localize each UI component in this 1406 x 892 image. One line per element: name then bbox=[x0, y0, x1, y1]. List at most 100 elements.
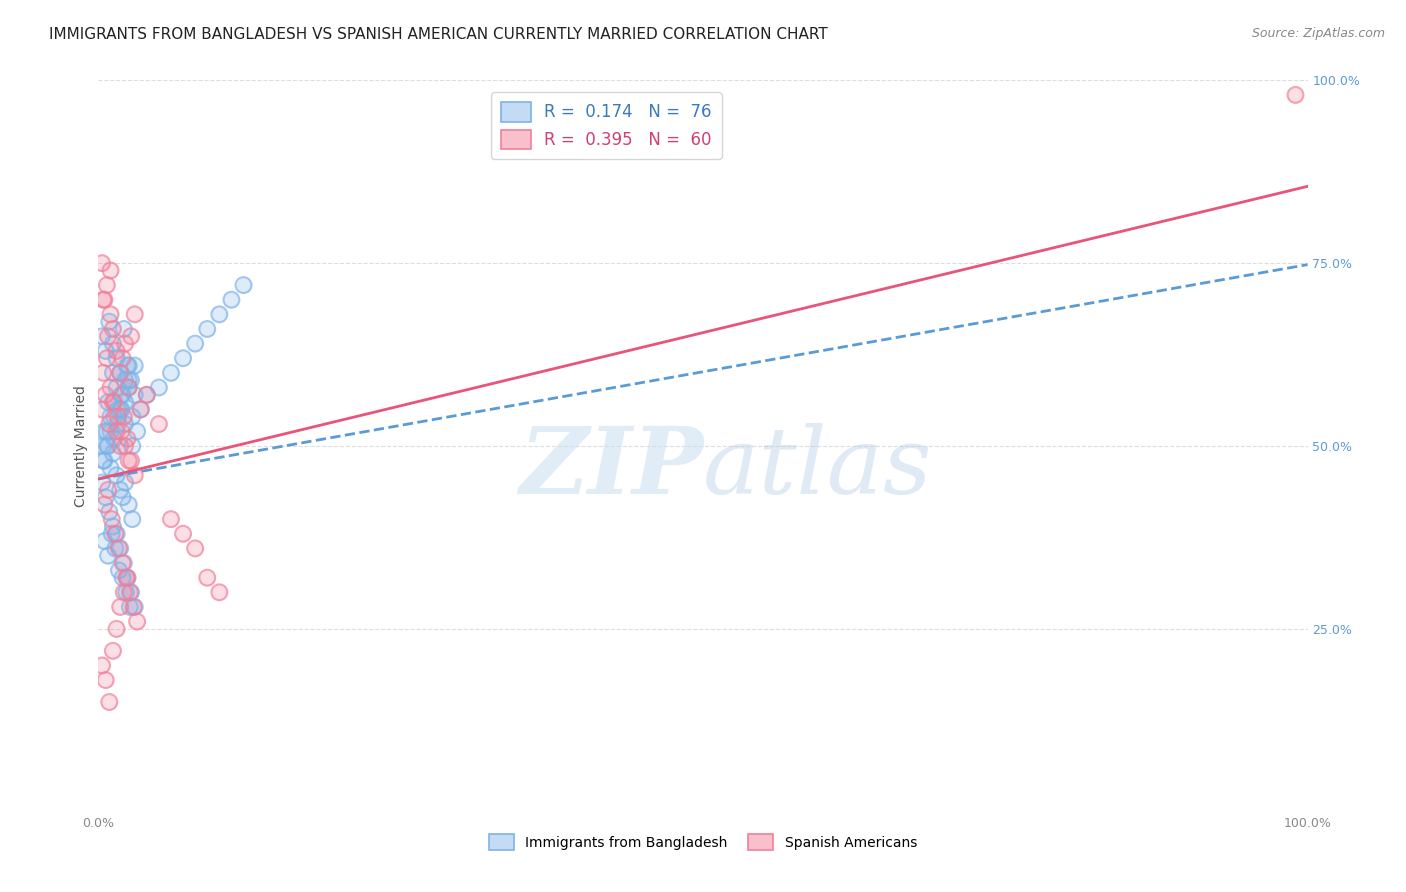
Point bbox=[118, 359, 141, 373]
Point bbox=[91, 439, 114, 453]
Point bbox=[100, 380, 122, 394]
Point bbox=[105, 622, 128, 636]
Point bbox=[105, 468, 128, 483]
Point bbox=[120, 329, 142, 343]
Point bbox=[148, 417, 170, 431]
Point bbox=[195, 571, 218, 585]
Point bbox=[94, 343, 117, 358]
Point bbox=[127, 615, 149, 629]
Point bbox=[121, 439, 143, 453]
Point bbox=[121, 512, 143, 526]
Point bbox=[118, 453, 141, 467]
Point bbox=[98, 417, 121, 431]
Point bbox=[104, 541, 127, 556]
Point bbox=[129, 402, 152, 417]
Text: Source: ZipAtlas.com: Source: ZipAtlas.com bbox=[1251, 27, 1385, 40]
Point bbox=[91, 439, 114, 453]
Point bbox=[93, 293, 115, 307]
Point bbox=[184, 541, 207, 556]
Point bbox=[100, 307, 122, 321]
Point bbox=[93, 534, 115, 549]
Point bbox=[108, 599, 131, 614]
Legend: Immigrants from Bangladesh, Spanish Americans: Immigrants from Bangladesh, Spanish Amer… bbox=[484, 829, 922, 856]
Point bbox=[93, 425, 115, 439]
Point bbox=[184, 336, 207, 351]
Point bbox=[118, 373, 141, 387]
Point bbox=[107, 402, 129, 417]
Point bbox=[1284, 87, 1306, 102]
Point bbox=[118, 453, 141, 467]
Point bbox=[96, 439, 118, 453]
Point bbox=[221, 293, 243, 307]
Point bbox=[127, 425, 149, 439]
Point bbox=[112, 322, 135, 336]
Point bbox=[105, 425, 128, 439]
Point bbox=[105, 351, 128, 366]
Point bbox=[115, 585, 138, 599]
Point bbox=[120, 585, 142, 599]
Point bbox=[120, 373, 142, 387]
Point bbox=[135, 388, 157, 402]
Text: ZIP: ZIP bbox=[519, 423, 703, 513]
Point bbox=[100, 263, 122, 277]
Text: atlas: atlas bbox=[703, 423, 932, 513]
Point bbox=[114, 373, 136, 387]
Point bbox=[160, 512, 183, 526]
Point bbox=[91, 256, 114, 270]
Point bbox=[101, 644, 124, 658]
Point bbox=[100, 512, 122, 526]
Point bbox=[103, 432, 125, 446]
Point bbox=[91, 475, 114, 490]
Point bbox=[118, 498, 141, 512]
Point bbox=[148, 417, 170, 431]
Point bbox=[112, 585, 135, 599]
Point bbox=[112, 585, 135, 599]
Point bbox=[96, 278, 118, 293]
Point bbox=[114, 336, 136, 351]
Point bbox=[112, 409, 135, 424]
Point bbox=[172, 351, 194, 366]
Point bbox=[100, 409, 122, 424]
Point bbox=[135, 388, 157, 402]
Point bbox=[94, 490, 117, 504]
Point bbox=[117, 432, 139, 446]
Point bbox=[100, 526, 122, 541]
Point bbox=[108, 366, 131, 380]
Point bbox=[108, 366, 131, 380]
Point bbox=[98, 315, 121, 329]
Point bbox=[96, 425, 118, 439]
Point bbox=[124, 599, 146, 614]
Point bbox=[121, 512, 143, 526]
Point bbox=[160, 366, 183, 380]
Point bbox=[114, 475, 136, 490]
Point bbox=[127, 615, 149, 629]
Point bbox=[94, 673, 117, 687]
Point bbox=[107, 417, 129, 431]
Point bbox=[93, 534, 115, 549]
Point bbox=[110, 388, 132, 402]
Point bbox=[94, 490, 117, 504]
Point bbox=[118, 599, 141, 614]
Point bbox=[111, 556, 134, 570]
Point bbox=[105, 526, 128, 541]
Point bbox=[91, 475, 114, 490]
Point bbox=[94, 673, 117, 687]
Point bbox=[91, 329, 114, 343]
Point bbox=[135, 388, 157, 402]
Point bbox=[91, 402, 114, 417]
Point bbox=[118, 373, 141, 387]
Point bbox=[107, 402, 129, 417]
Point bbox=[91, 293, 114, 307]
Point bbox=[104, 526, 127, 541]
Point bbox=[91, 453, 114, 467]
Point bbox=[117, 571, 139, 585]
Point bbox=[101, 322, 124, 336]
Point bbox=[97, 329, 120, 343]
Point bbox=[120, 585, 142, 599]
Point bbox=[101, 519, 124, 533]
Point bbox=[108, 541, 131, 556]
Point bbox=[97, 483, 120, 497]
Point bbox=[100, 461, 122, 475]
Point bbox=[124, 359, 146, 373]
Point bbox=[100, 461, 122, 475]
